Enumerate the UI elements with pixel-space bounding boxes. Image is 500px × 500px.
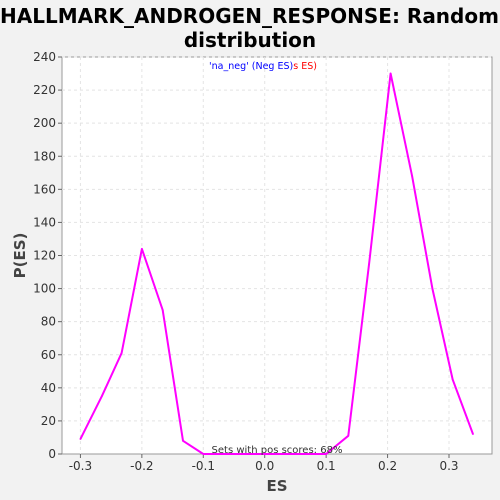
y-axis-title: P(ES)	[11, 233, 29, 279]
x-tick-label: 0.3	[439, 459, 458, 473]
y-tick-label: 80	[41, 315, 56, 329]
data-point	[347, 435, 350, 437]
data-point	[472, 433, 474, 435]
x-axis-title: ES	[266, 477, 287, 495]
es-distribution-line	[79, 72, 474, 455]
data-point	[431, 287, 434, 290]
legend-series-label: 'na_neg' (Neg ES)	[209, 61, 293, 72]
data-point	[101, 395, 103, 397]
x-tick-label: 0.2	[378, 459, 397, 473]
chart-title-line-2: distribution	[183, 28, 317, 52]
y-tick-label: 0	[48, 447, 56, 461]
y-tick-label: 20	[41, 414, 56, 428]
data-point	[79, 438, 82, 440]
x-tick-label: -0.3	[69, 459, 92, 473]
y-tick-label: 100	[33, 282, 56, 296]
y-tick-label: 60	[41, 348, 56, 362]
pos-scores-annotation: Sets with pos scores: 68%	[212, 445, 343, 456]
plot-area	[61, 56, 493, 455]
y-tick-label: 200	[33, 116, 56, 130]
y-tick-label: 140	[33, 215, 56, 229]
y-tick-label: 220	[33, 83, 56, 97]
x-tick-label: 0.0	[255, 459, 274, 473]
chart-title-line-1: HALLMARK_ANDROGEN_RESPONSE: Random ES	[0, 4, 500, 28]
grid-lines	[62, 56, 492, 454]
data-point	[451, 378, 454, 381]
legend-overlapped-label: s ES)	[293, 61, 317, 72]
y-tick-label: 160	[33, 182, 56, 196]
series-layer	[79, 72, 474, 455]
data-point	[368, 262, 370, 265]
data-point	[411, 175, 413, 177]
x-tick-label: 0.1	[317, 459, 336, 473]
legend: 'na_neg' (Neg ES)s ES)	[209, 61, 317, 72]
data-point	[389, 72, 392, 75]
data-point	[263, 453, 266, 455]
x-tick-label: -0.2	[130, 459, 153, 473]
y-tick-label: 120	[33, 249, 56, 263]
y-tick-label: 180	[33, 149, 56, 163]
data-point	[202, 453, 205, 455]
y-tick-label: 240	[33, 50, 56, 64]
y-tick-label: 40	[41, 381, 56, 395]
data-point	[141, 248, 143, 250]
data-point	[325, 453, 327, 455]
data-point	[161, 309, 164, 311]
axes: 0 20 40 60 80 100 120 140 160 180 200 220 240 -0.3 -0.…	[33, 50, 458, 473]
data-point	[120, 352, 123, 354]
x-tick-label: -0.1	[192, 459, 215, 473]
data-point	[182, 439, 184, 442]
